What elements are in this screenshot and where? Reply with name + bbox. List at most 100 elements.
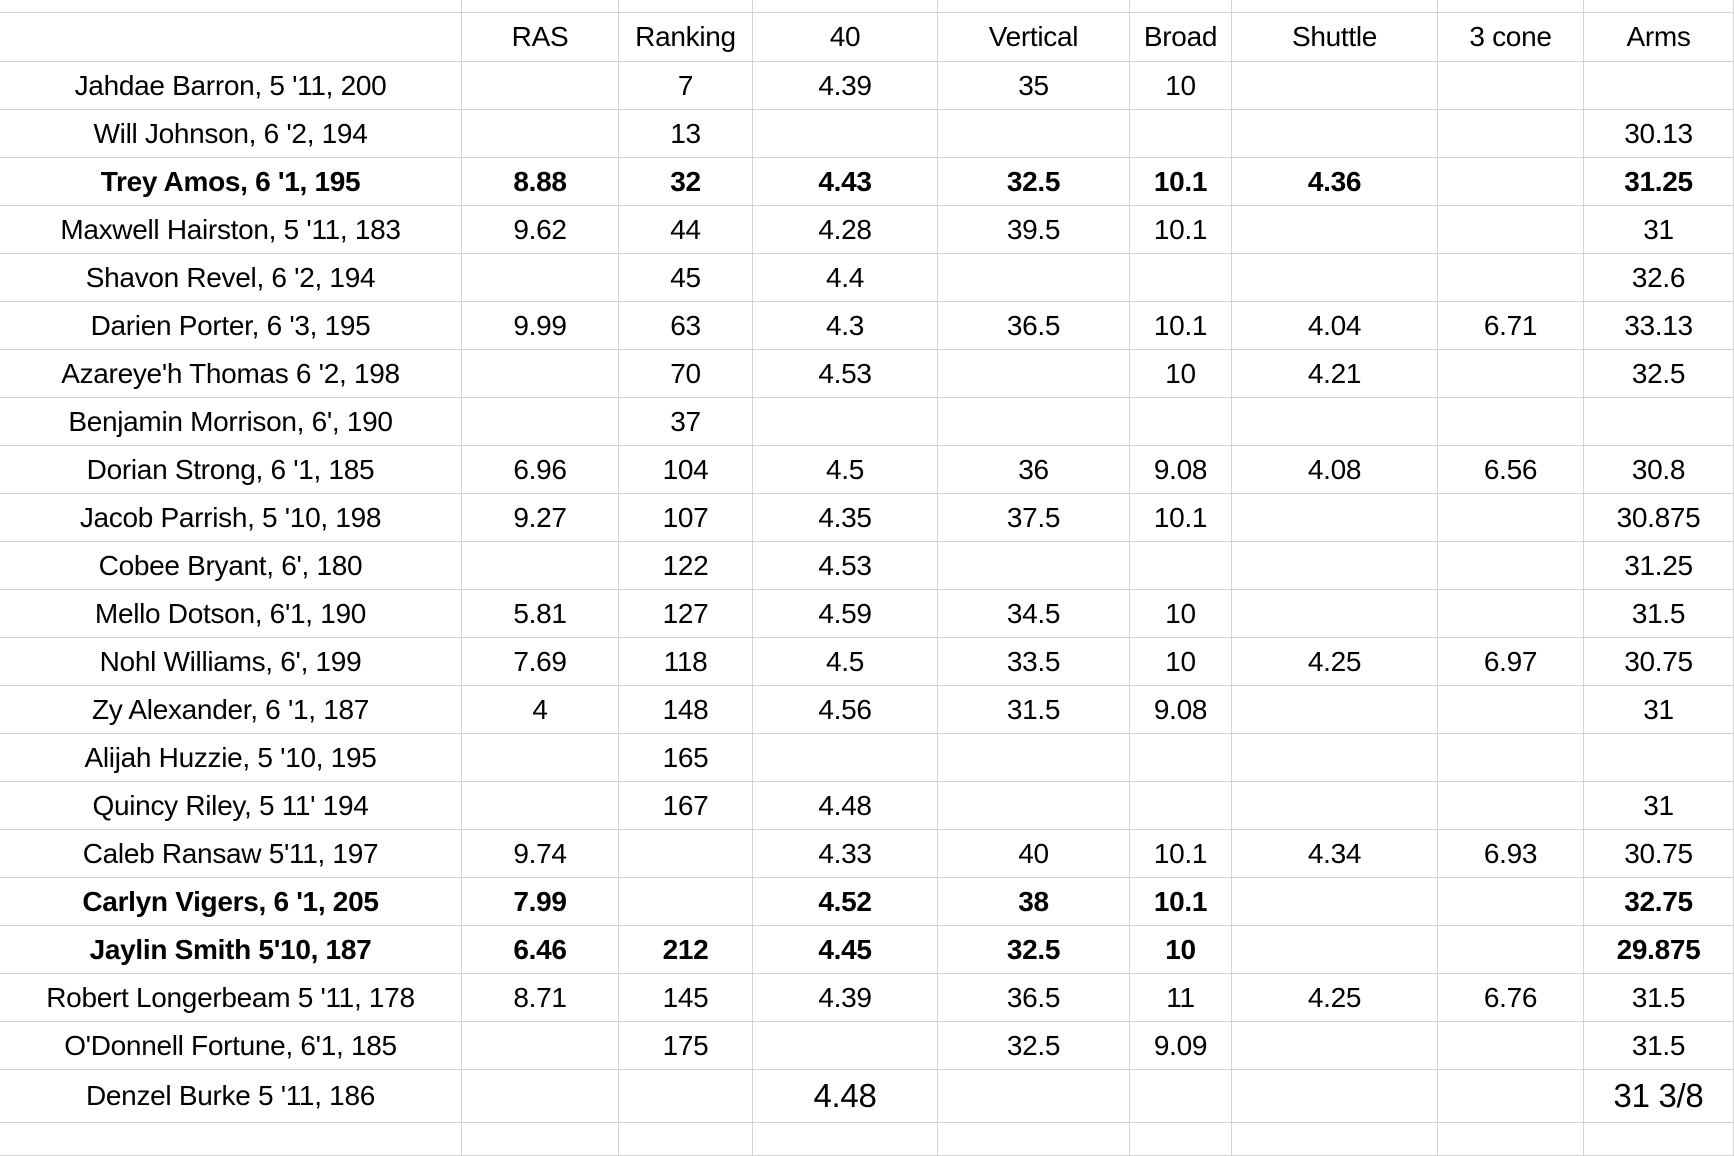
cell: 4.53 [753, 542, 938, 590]
cell: 6.93 [1438, 830, 1584, 878]
cell: Shuttle [1232, 13, 1438, 62]
empty-cell [1232, 1123, 1438, 1156]
cell: 9.08 [1130, 446, 1232, 494]
cell: 148 [619, 686, 753, 734]
cell: 31.25 [1584, 542, 1734, 590]
cell: 107 [619, 494, 753, 542]
empty-cell [1584, 398, 1734, 446]
empty-cell [462, 110, 619, 158]
cell: 9.27 [462, 494, 619, 542]
empty-cell [1130, 254, 1232, 302]
cell: Will Johnson, 6 '2, 194 [0, 110, 462, 158]
empty-cell [1584, 62, 1734, 110]
cell: 32.6 [1584, 254, 1734, 302]
cell: 31.5 [1584, 1022, 1734, 1070]
cell: 37 [619, 398, 753, 446]
cell: 118 [619, 638, 753, 686]
empty-cell [1130, 542, 1232, 590]
cell: Ranking [619, 13, 753, 62]
empty-cell [462, 542, 619, 590]
cell: 13 [619, 110, 753, 158]
empty-cell [1438, 206, 1584, 254]
cell: 4.4 [753, 254, 938, 302]
empty-cell [938, 398, 1130, 446]
cell: Mello Dotson, 6'1, 190 [0, 590, 462, 638]
cell: Darien Porter, 6 '3, 195 [0, 302, 462, 350]
cell: Robert Longerbeam 5 '11, 178 [0, 974, 462, 1022]
empty-cell [0, 1123, 462, 1156]
empty-cell [1438, 0, 1584, 13]
cell: 63 [619, 302, 753, 350]
cell: 30.75 [1584, 638, 1734, 686]
cell: 145 [619, 974, 753, 1022]
empty-cell [1438, 110, 1584, 158]
cell: Carlyn Vigers, 6 '1, 205 [0, 878, 462, 926]
cell: 10 [1130, 638, 1232, 686]
empty-cell [938, 350, 1130, 398]
empty-cell [0, 0, 462, 13]
cell: Quincy Riley, 5 11' 194 [0, 782, 462, 830]
cell: 10.1 [1130, 158, 1232, 206]
empty-cell [1438, 398, 1584, 446]
cell: 4.5 [753, 446, 938, 494]
cell: 4.59 [753, 590, 938, 638]
cell: 10 [1130, 926, 1232, 974]
empty-cell [753, 1022, 938, 1070]
empty-cell [1232, 398, 1438, 446]
empty-cell [1584, 0, 1734, 13]
cell: Nohl Williams, 6', 199 [0, 638, 462, 686]
cell: 10.1 [1130, 302, 1232, 350]
empty-cell [938, 734, 1130, 782]
empty-cell [462, 398, 619, 446]
cell: 31.5 [938, 686, 1130, 734]
cell: 6.76 [1438, 974, 1584, 1022]
empty-cell [753, 0, 938, 13]
cell: 104 [619, 446, 753, 494]
empty-cell [1232, 1070, 1438, 1123]
empty-cell [1232, 926, 1438, 974]
cell: 33.13 [1584, 302, 1734, 350]
empty-cell [1438, 158, 1584, 206]
cell: Broad [1130, 13, 1232, 62]
cell: Azareye'h Thomas 6 '2, 198 [0, 350, 462, 398]
cell: 7.69 [462, 638, 619, 686]
cell: 10.1 [1130, 830, 1232, 878]
empty-cell [1438, 1022, 1584, 1070]
cell: 6.71 [1438, 302, 1584, 350]
empty-cell [938, 1123, 1130, 1156]
cell: 4 [462, 686, 619, 734]
cell: 165 [619, 734, 753, 782]
empty-cell [1130, 110, 1232, 158]
empty-cell [0, 13, 462, 62]
empty-cell [462, 62, 619, 110]
empty-cell [1232, 206, 1438, 254]
cell: Benjamin Morrison, 6', 190 [0, 398, 462, 446]
empty-cell [753, 1123, 938, 1156]
cell: 32.75 [1584, 878, 1734, 926]
cell: 6.97 [1438, 638, 1584, 686]
cell: 4.39 [753, 974, 938, 1022]
cell: 32.5 [938, 158, 1130, 206]
cell: Dorian Strong, 6 '1, 185 [0, 446, 462, 494]
empty-cell [462, 350, 619, 398]
cell: 4.48 [753, 782, 938, 830]
cell: 30.13 [1584, 110, 1734, 158]
cell: 4.08 [1232, 446, 1438, 494]
empty-cell [1438, 254, 1584, 302]
empty-cell [1232, 590, 1438, 638]
cell: 3 cone [1438, 13, 1584, 62]
cell: 10 [1130, 62, 1232, 110]
empty-cell [1438, 494, 1584, 542]
cell: 29.875 [1584, 926, 1734, 974]
cell: 32.5 [938, 926, 1130, 974]
cell: 4.5 [753, 638, 938, 686]
empty-cell [1130, 398, 1232, 446]
cell: 4.21 [1232, 350, 1438, 398]
cell: 31 [1584, 206, 1734, 254]
empty-cell [1130, 782, 1232, 830]
empty-cell [462, 782, 619, 830]
cell: 31 [1584, 782, 1734, 830]
cell: 4.43 [753, 158, 938, 206]
empty-cell [462, 1123, 619, 1156]
